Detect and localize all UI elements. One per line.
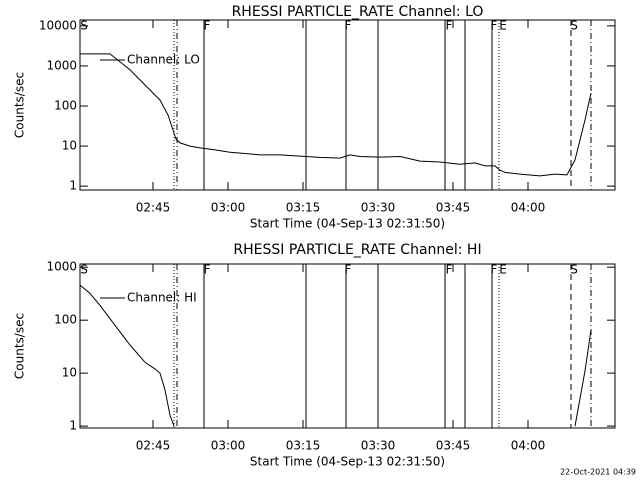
legend-label: Channel: LO <box>127 53 200 67</box>
flag-label: S <box>80 19 88 33</box>
x-tick-label: 03:00 <box>211 201 246 215</box>
x-axis-label: Start Time (04-Sep-13 02:31:50) <box>250 455 445 469</box>
flag-label: F <box>345 19 352 33</box>
x-tick-label: 02:45 <box>136 201 171 215</box>
flag-label: F <box>446 263 453 277</box>
x-tick-label: 03:30 <box>361 201 396 215</box>
y-tick-label: 10 <box>62 139 77 153</box>
flag-label: S <box>570 263 578 277</box>
y-tick-label: 100 <box>54 98 77 112</box>
y-tick-label: 1000 <box>46 58 77 72</box>
x-tick-label: 03:15 <box>286 201 321 215</box>
flag-label: S <box>570 19 578 33</box>
flag-label: F <box>204 19 211 33</box>
x-tick-label: 03:45 <box>436 439 471 453</box>
plot-frame <box>79 263 616 429</box>
flag-label: E <box>499 19 507 33</box>
y-tick-label: 1 <box>69 419 77 433</box>
data-line <box>80 53 592 177</box>
flag-label: F <box>446 19 453 33</box>
x-axis-label: Start Time (04-Sep-13 02:31:50) <box>250 217 445 231</box>
x-tick-label: 03:45 <box>436 201 471 215</box>
flag-label: E <box>499 263 507 277</box>
legend-label: Channel: HI <box>127 291 197 305</box>
chart-title: RHESSI PARTICLE_RATE Channel: LO <box>232 4 484 20</box>
x-tick-label: 03:00 <box>211 439 246 453</box>
flag-label: F <box>204 263 211 277</box>
data-line <box>80 284 592 427</box>
flag-label: F <box>491 263 498 277</box>
y-axis-label: Counts/sec <box>13 313 27 379</box>
flag-label: F <box>491 19 498 33</box>
x-tick-label: 04:00 <box>511 201 546 215</box>
footer: 22-Oct-2021 04:39 <box>560 468 636 477</box>
flag-label: F <box>345 263 352 277</box>
x-tick-label: 03:30 <box>361 439 396 453</box>
y-tick-label: 10000 <box>39 18 77 32</box>
y-tick-label: 1 <box>69 179 77 193</box>
y-tick-label: 100 <box>54 313 77 327</box>
flag-label: S <box>80 263 88 277</box>
x-tick-label: 04:00 <box>511 439 546 453</box>
chart-title: RHESSI PARTICLE_RATE Channel: HI <box>233 242 481 258</box>
y-tick-label: 1000 <box>46 260 77 274</box>
x-tick-label: 02:45 <box>136 439 171 453</box>
plot-frame <box>79 19 616 191</box>
y-tick-label: 10 <box>62 366 77 380</box>
x-tick-label: 03:15 <box>286 439 321 453</box>
y-axis-label: Counts/sec <box>13 72 27 138</box>
